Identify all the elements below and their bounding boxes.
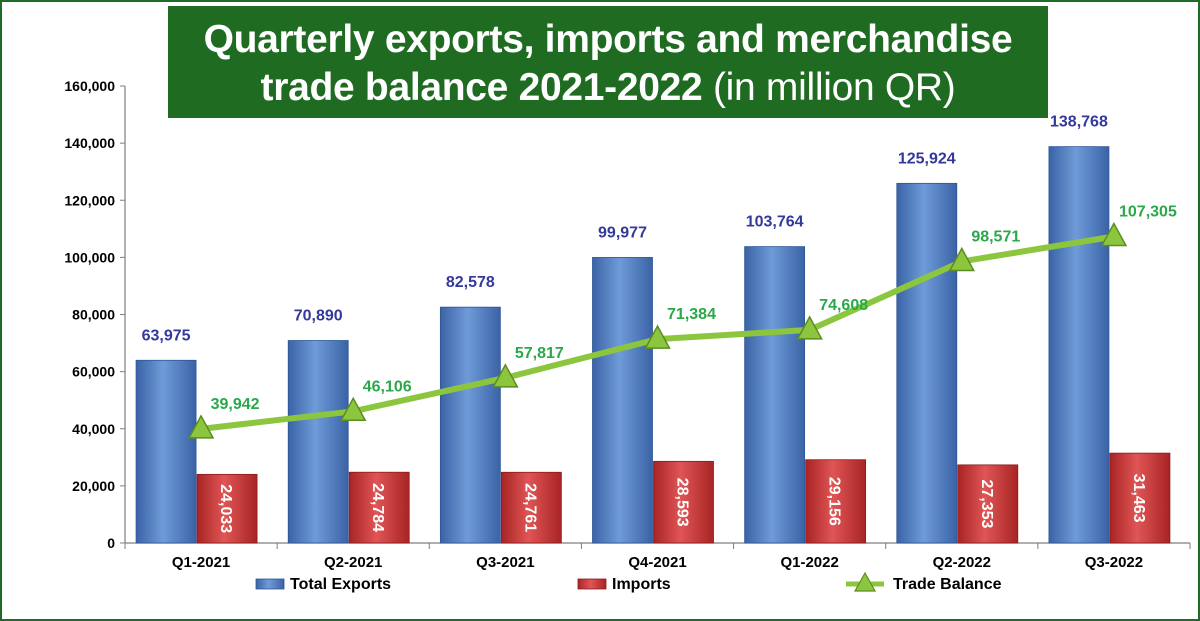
y-tick-label: 80,000 (72, 307, 115, 323)
bar-imports (1109, 452, 1171, 544)
label-trade-balance: 71,384 (667, 306, 716, 323)
legend-label-balance: Trade Balance (893, 576, 1002, 593)
x-category-label: Q3-2022 (1085, 554, 1143, 571)
bar-total-exports (439, 306, 501, 544)
x-category-label: Q2-2021 (324, 554, 382, 571)
title-line-2: trade balance 2021-2022 (in million QR) (168, 64, 1048, 112)
legend-swatch-exports (255, 578, 285, 590)
y-tick-label: 40,000 (72, 421, 115, 437)
bar-total-exports (744, 246, 806, 544)
label-imports: 31,463 (1130, 474, 1147, 523)
chart-title: Quarterly exports, imports and merchandi… (168, 6, 1048, 118)
x-category-label: Q3-2021 (476, 554, 534, 571)
trade-balance-marker (796, 315, 823, 340)
y-tick-label: 140,000 (64, 135, 115, 151)
bar-imports (805, 459, 867, 544)
x-category-label: Q4-2021 (628, 554, 686, 571)
trade-balance-line (187, 221, 1128, 439)
label-imports: 28,593 (674, 478, 691, 527)
y-tick-label: 60,000 (72, 364, 115, 380)
x-category-label: Q1-2021 (172, 554, 230, 571)
label-total-exports: 125,924 (898, 150, 956, 167)
bar-imports (500, 471, 562, 544)
bar-imports (957, 464, 1019, 544)
label-trade-balance: 46,106 (363, 378, 412, 395)
y-tick-label: 120,000 (64, 192, 115, 208)
trade-balance-marker (339, 396, 367, 422)
trade-balance-marker (948, 246, 976, 272)
bar-total-exports (135, 359, 197, 544)
bar-imports (653, 460, 714, 544)
label-total-exports: 82,578 (446, 274, 495, 291)
bars (135, 146, 1171, 544)
bar-imports (196, 473, 258, 544)
bar-total-exports (896, 182, 958, 544)
bar-total-exports (592, 257, 653, 544)
trade-balance-marker (644, 324, 671, 349)
label-total-exports: 63,975 (142, 327, 191, 344)
trade-balance-marker (1100, 221, 1128, 247)
y-tick-label: 100,000 (64, 249, 115, 265)
trade-balance-marker (492, 363, 519, 388)
label-trade-balance: 57,817 (515, 345, 564, 362)
y-tick-label: 160,000 (64, 78, 115, 94)
title-line-2-unit: (in million QR) (712, 66, 956, 109)
trade-balance-marker (187, 414, 215, 439)
x-category-label: Q2-2022 (933, 554, 991, 571)
label-imports: 24,761 (521, 483, 538, 532)
y-tick-label: 0 (107, 535, 115, 551)
legend-item-trade-balance: Trade Balance (846, 571, 1002, 593)
label-trade-balance: 39,942 (211, 396, 260, 413)
label-trade-balance: 74,608 (819, 297, 868, 314)
legend-swatch-balance-marker (853, 571, 877, 592)
label-imports: 29,156 (826, 477, 843, 526)
legend: Total Exports Imports Trade Balance (255, 571, 1002, 593)
bar-imports (348, 471, 410, 544)
legend-label-exports: Total Exports (290, 576, 391, 593)
label-imports: 27,353 (978, 479, 995, 528)
label-trade-balance: 107,305 (1119, 204, 1177, 221)
label-total-exports: 70,890 (294, 308, 343, 325)
bar-total-exports (1048, 146, 1110, 544)
legend-swatch-imports (577, 578, 607, 590)
title-line-2-bold: trade balance 2021-2022 (260, 66, 703, 109)
data-labels: 63,975 70,890 82,578 99,977 103,764 125,924 13… (142, 114, 1177, 534)
x-category-label: Q1-2022 (780, 554, 838, 571)
label-trade-balance: 98,571 (971, 228, 1020, 245)
label-total-exports: 103,764 (746, 214, 804, 231)
label-imports: 24,033 (217, 484, 234, 533)
legend-item-imports: Imports (577, 576, 671, 593)
legend-label-imports: Imports (612, 576, 671, 593)
bar-total-exports (287, 340, 349, 544)
legend-item-total-exports: Total Exports (255, 576, 391, 593)
title-line-1: Quarterly exports, imports and merchandi… (203, 18, 1013, 61)
label-total-exports: 99,977 (598, 224, 647, 241)
label-total-exports: 138,768 (1050, 114, 1108, 131)
y-tick-label: 20,000 (72, 478, 115, 494)
label-imports: 24,784 (369, 483, 386, 532)
